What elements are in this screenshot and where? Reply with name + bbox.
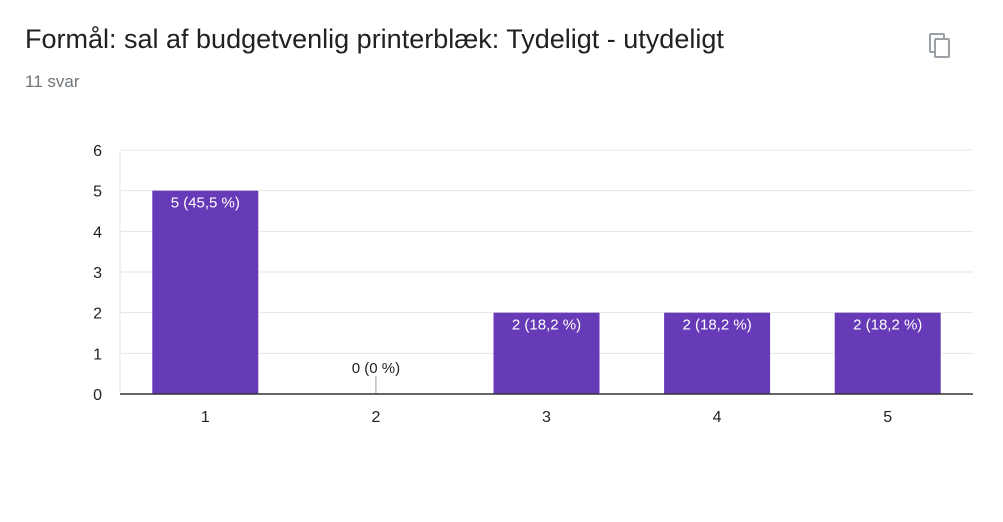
bar [152, 190, 259, 394]
x-tick-label: 5 [883, 409, 892, 426]
chart-title: Formål: sal af budgetvenlig printerblæk:… [25, 24, 724, 54]
x-tick-label: 1 [201, 409, 210, 426]
y-tick-label: 0 [93, 387, 102, 404]
bar [493, 312, 600, 394]
y-tick-label: 4 [93, 224, 102, 241]
x-tick-label: 4 [713, 409, 722, 426]
copy-icon [929, 33, 950, 58]
x-tick-label: 3 [542, 409, 551, 426]
bar [664, 312, 771, 394]
data-label: 0 (0 %) [352, 360, 400, 377]
data-label: 2 (18,2 %) [853, 317, 922, 334]
x-tick-label: 2 [371, 409, 380, 426]
y-tick-label: 3 [93, 265, 102, 282]
data-label: 2 (18,2 %) [512, 317, 581, 334]
data-label: 2 (18,2 %) [682, 317, 751, 334]
y-tick-label: 1 [93, 346, 102, 363]
y-tick-label: 6 [93, 143, 102, 160]
y-tick-label: 5 [93, 184, 102, 201]
copy-chart-button[interactable] [926, 30, 956, 62]
data-label: 5 (45,5 %) [171, 195, 240, 212]
bar [834, 312, 941, 394]
y-tick-label: 2 [93, 306, 102, 323]
response-count: 11 svar [25, 72, 80, 91]
